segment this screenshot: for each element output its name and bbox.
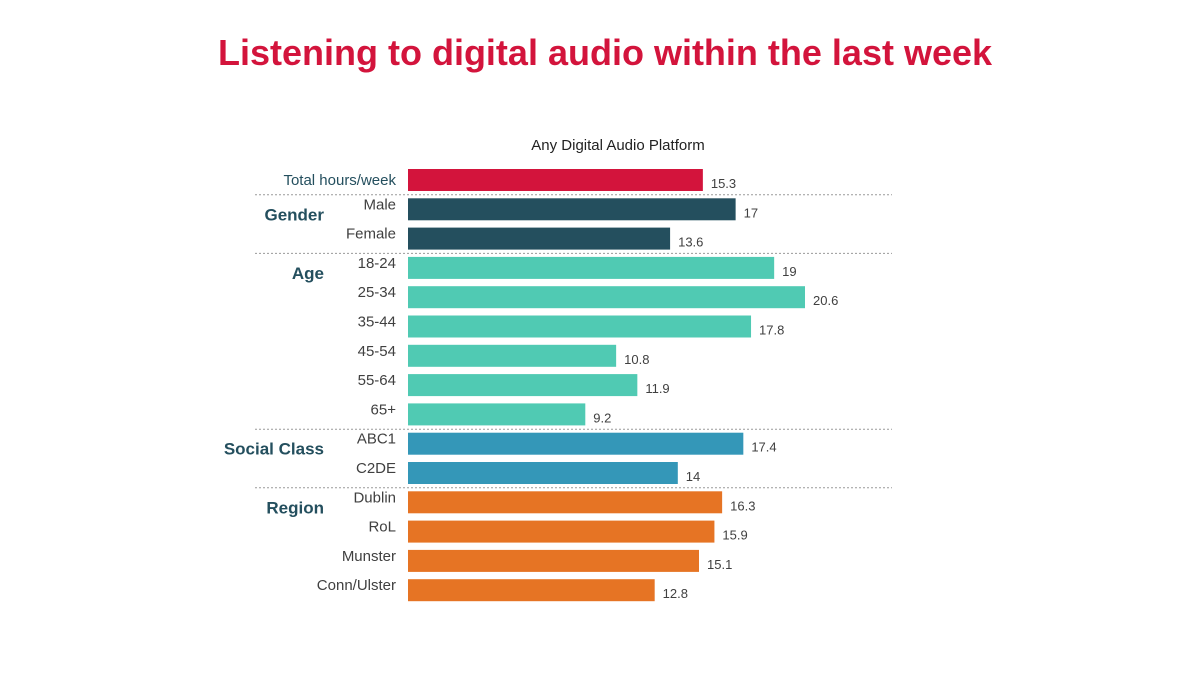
bar-value-label: 10.8 (624, 352, 649, 367)
bar-category-label: 25-34 (358, 284, 396, 301)
bar-category-label: 55-64 (358, 372, 396, 389)
bar-category-label: Female (346, 226, 396, 243)
bar (408, 432, 744, 455)
bar-value-label: 20.6 (813, 293, 838, 308)
bar (408, 344, 617, 367)
group-label: Region (266, 498, 324, 517)
bar (408, 286, 805, 309)
bars-layer: Total hours/week 15.3 Male 17 Female 13.6 Gend… (224, 169, 892, 602)
bar-category-label: 18-24 (358, 255, 396, 272)
bar (408, 198, 736, 221)
page-title: Listening to digital audio within the la… (217, 32, 993, 73)
bar-value-label: 19 (782, 264, 796, 279)
bar-category-label: 35-44 (358, 314, 396, 331)
bar-value-label: 9.2 (593, 410, 611, 425)
bar (408, 315, 752, 338)
bar-value-label: 15.3 (711, 176, 736, 191)
bar-value-label: 14 (686, 469, 700, 484)
bar-category-label: ABC1 (357, 431, 396, 448)
bar-category-label: 65+ (371, 401, 397, 418)
bar-category-label: Munster (342, 548, 396, 565)
bar-category-label: C2DE (356, 460, 396, 477)
bar-category-label: Male (363, 196, 396, 213)
bar-category-label: Total hours/week (283, 172, 396, 189)
bar (408, 579, 655, 602)
bar (408, 256, 775, 279)
bar (408, 520, 715, 543)
bar-value-label: 17 (744, 205, 758, 220)
chart-subtitle: Any Digital Audio Platform (531, 137, 704, 154)
bar (408, 491, 723, 514)
bar-value-label: 15.1 (707, 557, 732, 572)
group-label: Age (292, 264, 324, 283)
bar-value-label: 17.4 (751, 440, 776, 455)
bar (408, 227, 671, 250)
bar-value-label: 17.8 (759, 323, 784, 338)
bar (408, 169, 703, 191)
bar-value-label: 12.8 (663, 586, 688, 601)
bar-value-label: 16.3 (730, 498, 755, 513)
bar-category-label: RoL (368, 519, 396, 536)
bar-category-label: 45-54 (358, 343, 396, 360)
group-label: Social Class (224, 440, 324, 459)
bar (408, 549, 700, 572)
group-label: Gender (264, 205, 324, 224)
bar-value-label: 13.6 (678, 235, 703, 250)
bar (408, 462, 678, 484)
bar (408, 374, 638, 397)
bar-value-label: 15.9 (722, 528, 747, 543)
bar-value-label: 11.9 (645, 381, 669, 396)
bar-category-label: Dublin (353, 489, 396, 506)
bar (408, 403, 586, 426)
bar-category-label: Conn/Ulster (317, 577, 396, 594)
